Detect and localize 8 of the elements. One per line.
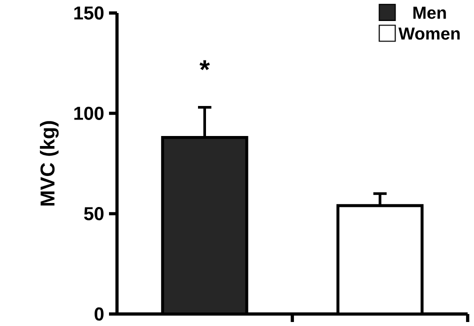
annotation: * — [200, 60, 210, 70]
y-tick-label: 150 — [74, 6, 104, 20]
y-tick-label: 0 — [94, 307, 104, 321]
legend-label: Women — [398, 28, 460, 40]
y-tick-label: 100 — [74, 106, 104, 120]
y-tick-label: 50 — [84, 207, 104, 220]
legend-label: Men — [413, 6, 446, 19]
y-axis-title: MVC (kg) — [40, 121, 59, 206]
